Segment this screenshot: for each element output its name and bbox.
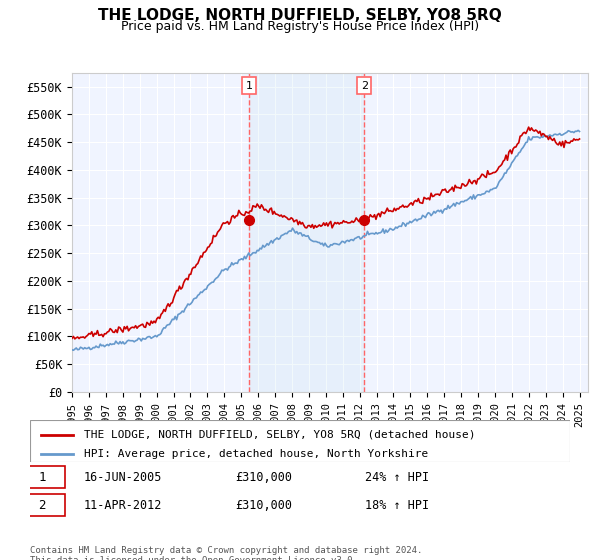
Text: THE LODGE, NORTH DUFFIELD, SELBY, YO8 5RQ (detached house): THE LODGE, NORTH DUFFIELD, SELBY, YO8 5R… — [84, 430, 476, 440]
Text: 1: 1 — [38, 470, 46, 484]
Text: 2: 2 — [38, 498, 46, 512]
Text: 1: 1 — [245, 81, 253, 91]
Text: 11-APR-2012: 11-APR-2012 — [84, 498, 163, 512]
Bar — [249, 73, 364, 392]
Text: 24% ↑ HPI: 24% ↑ HPI — [365, 470, 429, 484]
Text: Price paid vs. HM Land Registry's House Price Index (HPI): Price paid vs. HM Land Registry's House … — [121, 20, 479, 32]
Text: 16-JUN-2005: 16-JUN-2005 — [84, 470, 163, 484]
FancyBboxPatch shape — [19, 494, 65, 516]
FancyBboxPatch shape — [19, 466, 65, 488]
Text: £310,000: £310,000 — [235, 498, 292, 512]
Text: 18% ↑ HPI: 18% ↑ HPI — [365, 498, 429, 512]
Text: Contains HM Land Registry data © Crown copyright and database right 2024.
This d: Contains HM Land Registry data © Crown c… — [30, 546, 422, 560]
FancyBboxPatch shape — [30, 420, 570, 462]
Text: 2: 2 — [361, 81, 368, 91]
Text: THE LODGE, NORTH DUFFIELD, SELBY, YO8 5RQ: THE LODGE, NORTH DUFFIELD, SELBY, YO8 5R… — [98, 8, 502, 24]
Text: £310,000: £310,000 — [235, 470, 292, 484]
Text: HPI: Average price, detached house, North Yorkshire: HPI: Average price, detached house, Nort… — [84, 449, 428, 459]
